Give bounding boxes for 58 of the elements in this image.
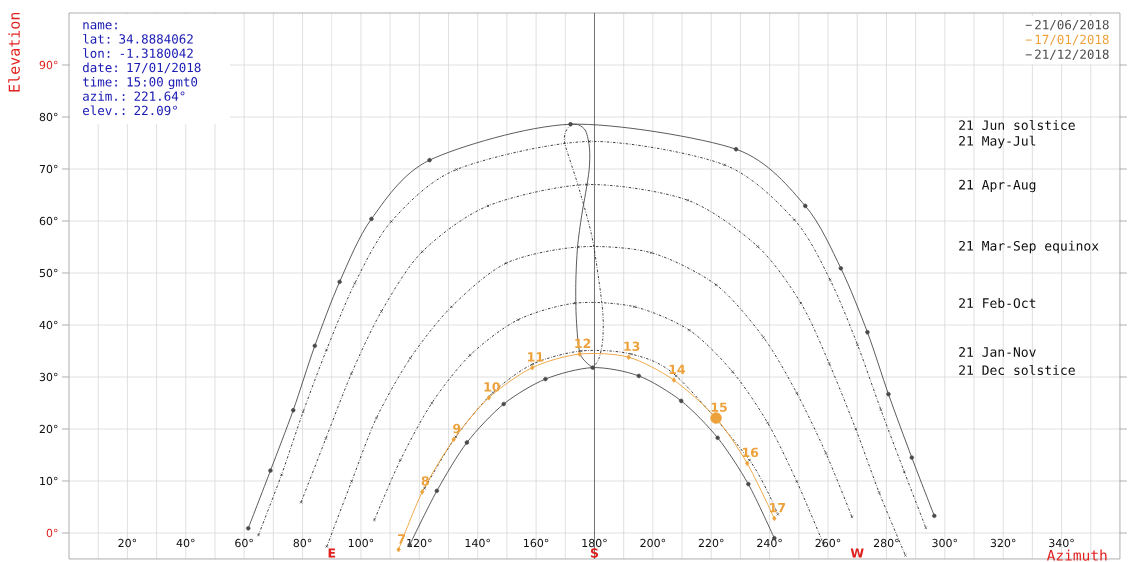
x-tick-label: 280° bbox=[873, 538, 899, 548]
x-axis-title: Azimuth bbox=[1046, 549, 1107, 561]
x-tick-label: 300° bbox=[932, 538, 957, 548]
x-tick-label: 220° bbox=[698, 538, 724, 548]
legend-label: 21/06/2018 bbox=[1035, 19, 1109, 31]
x-tick-label: 240° bbox=[757, 538, 782, 548]
legend-label: 17/01/2018 bbox=[1035, 34, 1109, 46]
annotation: 8 bbox=[421, 476, 429, 486]
annotation: azim.: 221.64° bbox=[83, 91, 185, 101]
annotation: time: 15:00 gmt0 bbox=[83, 76, 198, 90]
y-axis-title: Elevation bbox=[8, 12, 20, 92]
y-tick-label: 90° bbox=[39, 60, 58, 70]
x-tick-label: 340° bbox=[1049, 538, 1074, 548]
annotation: 16 bbox=[742, 447, 759, 458]
annotation: 21 Jun solstice bbox=[959, 119, 1075, 131]
annotation: 7 bbox=[398, 534, 405, 544]
annotation: lon: -1.3180042 bbox=[83, 48, 193, 58]
x-tick-label: 20° bbox=[118, 538, 137, 548]
ref-line-label: E bbox=[328, 548, 336, 558]
y-tick-label: 20° bbox=[39, 424, 58, 434]
x-tick-label: 60° bbox=[235, 538, 253, 548]
annotation: lat: 34.8884062 bbox=[83, 33, 193, 44]
y-tick-label: 10° bbox=[40, 476, 58, 486]
x-tick-label: 120° bbox=[407, 538, 432, 548]
x-tick-label: 40° bbox=[176, 538, 195, 548]
annotation: 21 May-Jul bbox=[959, 135, 1036, 149]
y-tick-label: 40° bbox=[39, 320, 58, 330]
annotation: 17 bbox=[770, 503, 786, 513]
y-tick-label: 50° bbox=[39, 268, 58, 278]
annotation: 13 bbox=[624, 341, 640, 352]
annotation: 9 bbox=[453, 423, 461, 434]
y-tick-label: 80° bbox=[39, 112, 58, 122]
y-tick-label: 0° bbox=[46, 528, 58, 538]
annotation: 10 bbox=[484, 382, 500, 392]
x-tick-label: 260° bbox=[815, 538, 841, 548]
annotation: 21 Mar-Sep equinox bbox=[959, 240, 1099, 254]
annotation: date: 17/01/2018 bbox=[82, 62, 201, 74]
annotation: 14 bbox=[669, 364, 686, 374]
y-tick-label: 60° bbox=[39, 216, 58, 226]
y-tick-label: 70° bbox=[39, 164, 58, 174]
x-tick-label: 80° bbox=[293, 538, 312, 548]
legend-label: 21/12/2018 bbox=[1035, 49, 1109, 60]
x-tick-label: 100° bbox=[348, 538, 374, 548]
x-tick-label: 140° bbox=[465, 538, 490, 548]
annotation: elev.: 22.09° bbox=[82, 105, 177, 116]
x-tick-label: 320° bbox=[990, 538, 1016, 548]
annotation: 21 Dec solstice bbox=[959, 364, 1075, 376]
y-tick-label: 30° bbox=[39, 372, 58, 382]
annotation: 21 Jan-Nov bbox=[959, 347, 1036, 357]
ref-line-label: W bbox=[850, 548, 864, 558]
x-tick-label: 160° bbox=[524, 538, 549, 548]
annotation: name: bbox=[83, 22, 117, 30]
annotation: 12 bbox=[575, 338, 591, 348]
annotation: 21 Apr-Aug bbox=[959, 179, 1036, 193]
annotation: 21 Feb-Oct bbox=[959, 297, 1036, 309]
annotation: 11 bbox=[528, 352, 544, 362]
annotation: 15 bbox=[711, 402, 727, 412]
x-tick-label: 200° bbox=[640, 538, 666, 548]
